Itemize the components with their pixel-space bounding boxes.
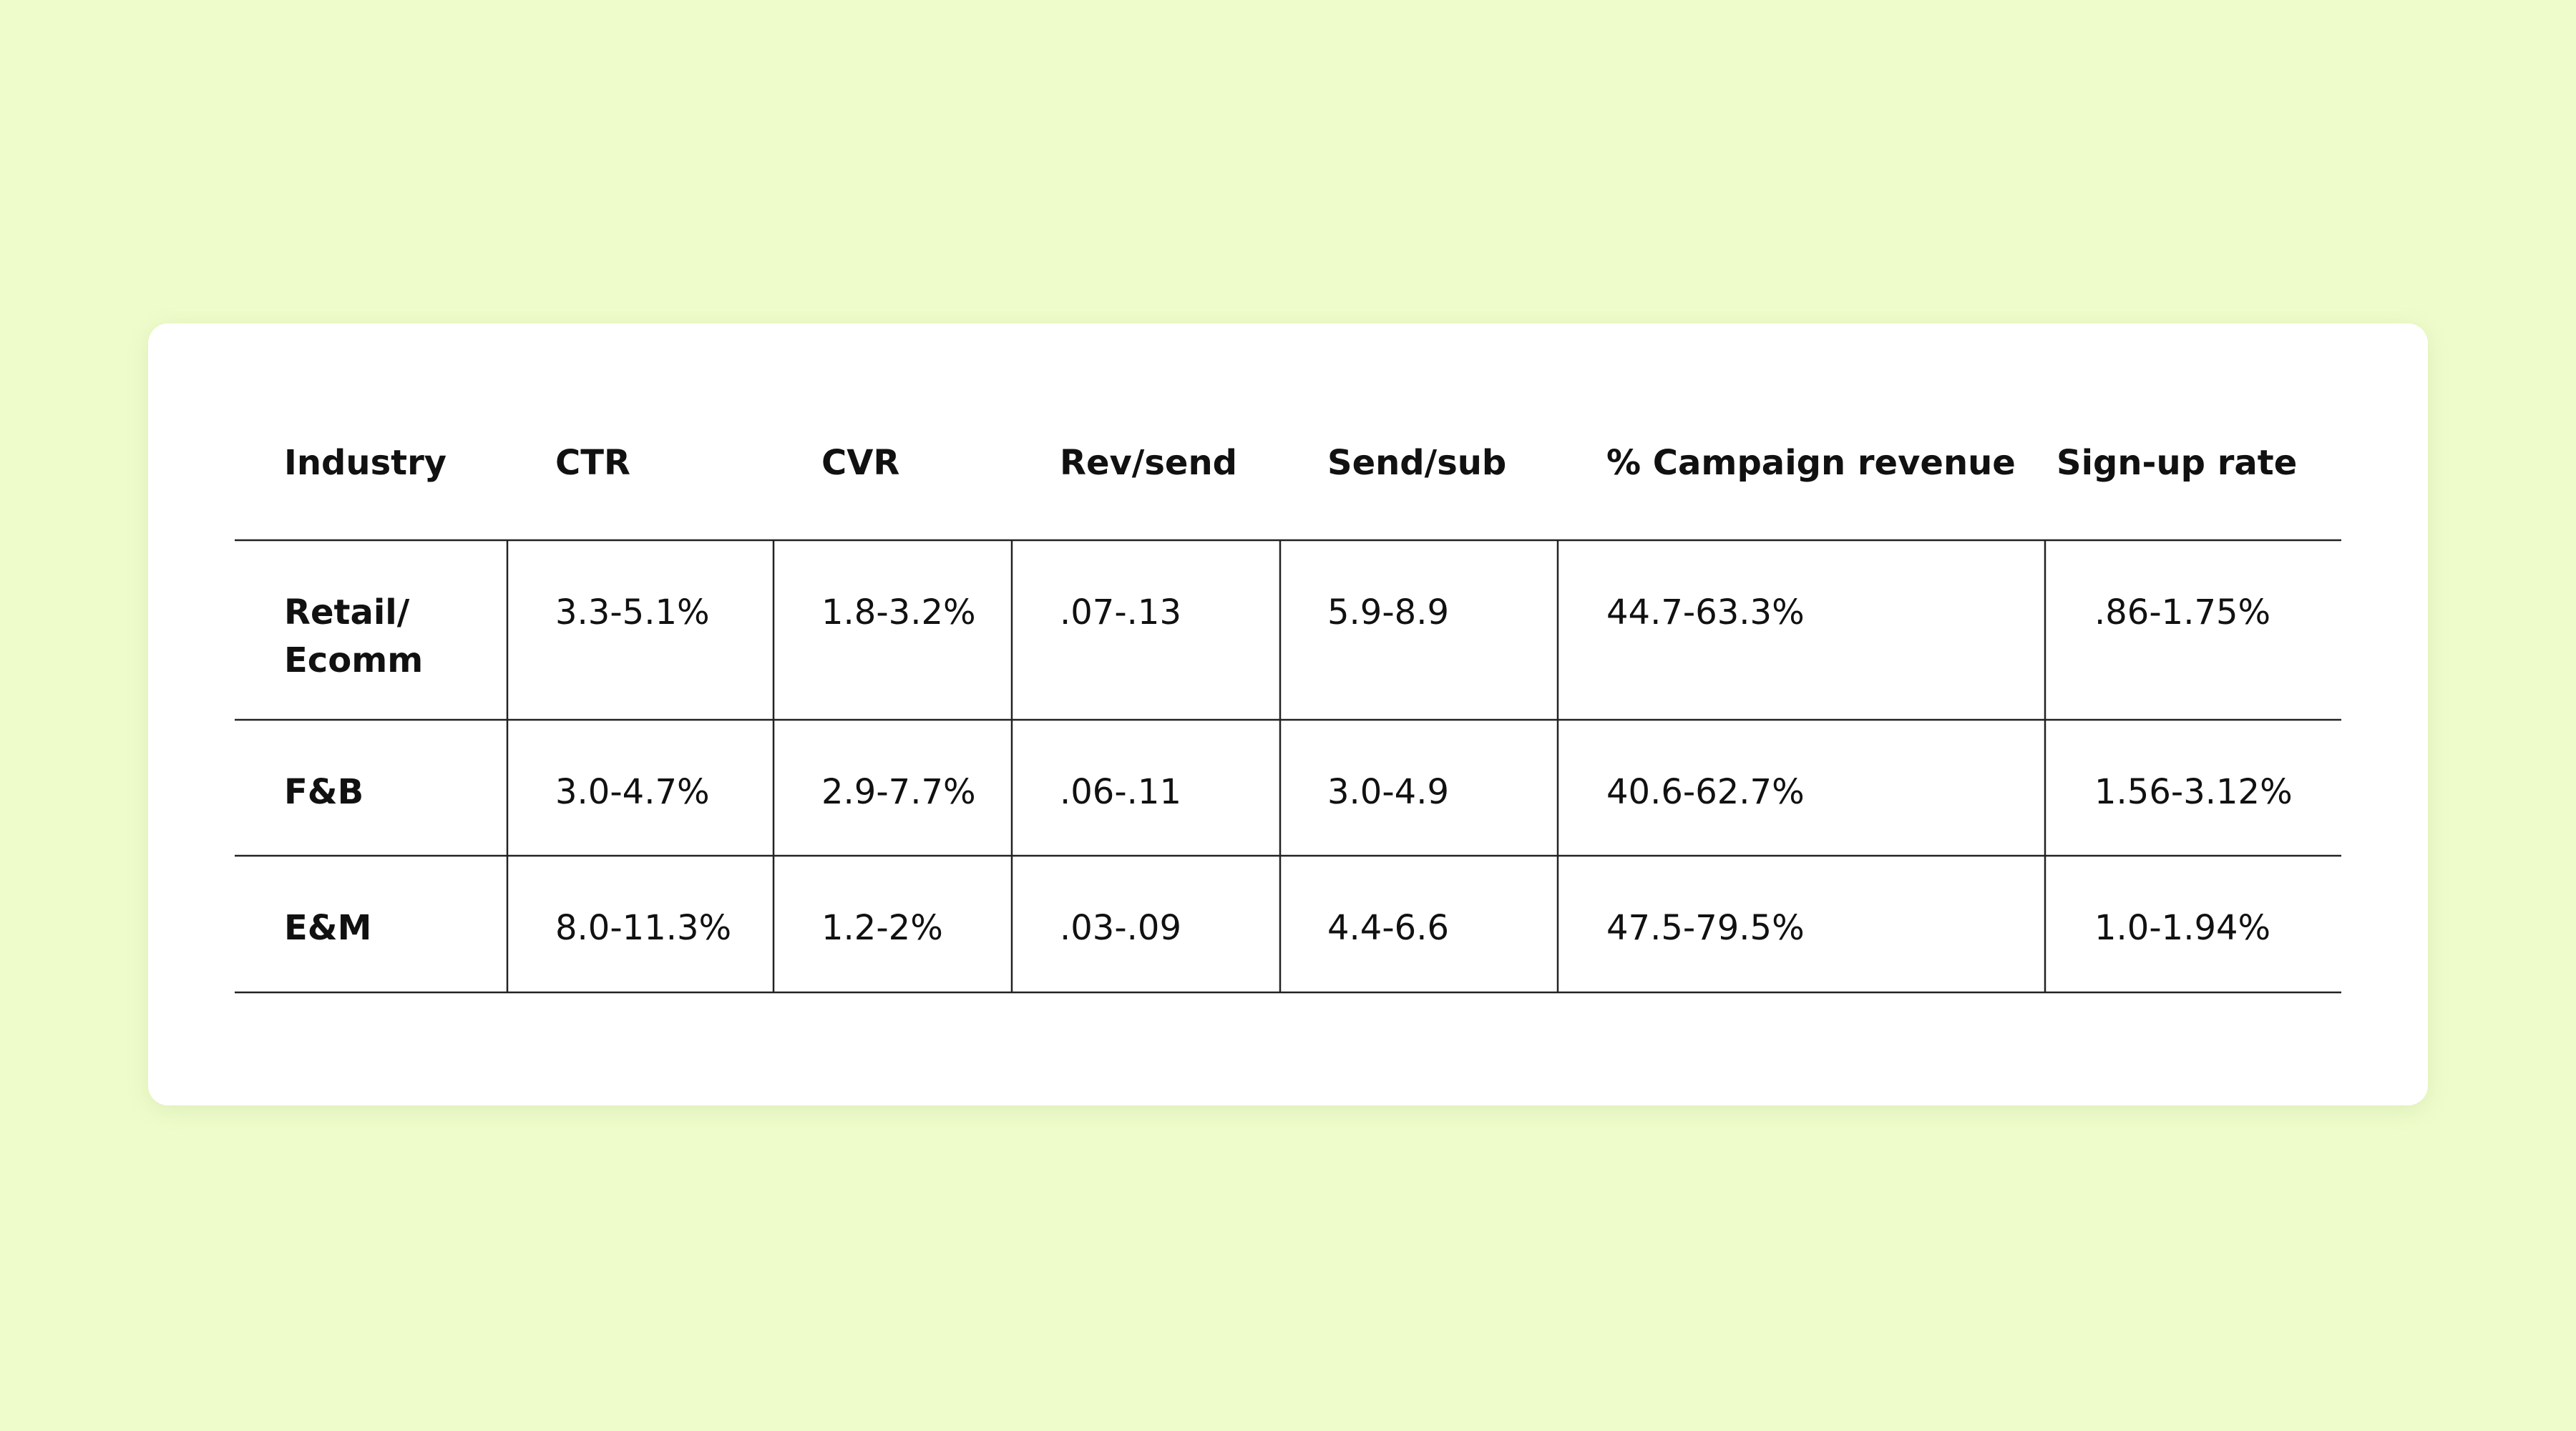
- column-header: Industry: [284, 443, 447, 483]
- column-header: Rev/send: [1060, 443, 1237, 483]
- row-header: E&M: [284, 908, 372, 948]
- column-header: Sign-up rate: [2057, 443, 2298, 483]
- table-cell: 3.0-4.7%: [555, 772, 710, 812]
- column-header: Send/sub: [1327, 443, 1507, 483]
- row-header: Retail/ Ecomm: [284, 592, 424, 680]
- table-cell: 5.9-8.9: [1327, 592, 1449, 633]
- table-cell: 2.9-7.7%: [821, 772, 976, 812]
- table-cell: 3.0-4.9: [1327, 772, 1449, 812]
- table-cell: 1.0-1.94%: [2094, 908, 2271, 948]
- table-cell: 4.4-6.6: [1327, 908, 1449, 948]
- table-card: [148, 323, 2428, 1105]
- table-cell: .07-.13: [1060, 592, 1181, 633]
- table-cell: 8.0-11.3%: [555, 908, 732, 948]
- table-cell: .03-.09: [1060, 908, 1181, 948]
- table-cell: 44.7-63.3%: [1606, 592, 1805, 633]
- table-cell: 1.2-2%: [821, 908, 943, 948]
- table-cell: 3.3-5.1%: [555, 592, 710, 633]
- table-cell: 40.6-62.7%: [1606, 772, 1805, 812]
- column-header: CTR: [555, 443, 630, 483]
- table-cell: .06-.11: [1060, 772, 1181, 812]
- table-cell: 47.5-79.5%: [1606, 908, 1805, 948]
- table-cell: .86-1.75%: [2094, 592, 2271, 633]
- column-header: CVR: [821, 443, 900, 483]
- column-header: % Campaign revenue: [1606, 443, 2016, 483]
- table-cell: 1.56-3.12%: [2094, 772, 2293, 812]
- row-header: F&B: [284, 772, 364, 812]
- table-cell: 1.8-3.2%: [821, 592, 976, 633]
